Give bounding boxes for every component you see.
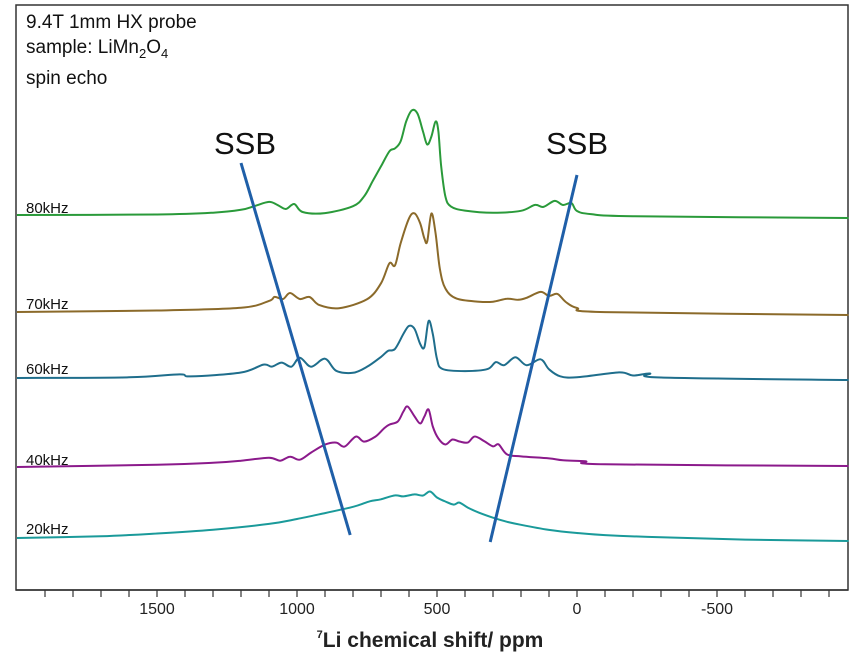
spectrum-trace-60kHz [16, 319, 849, 381]
spectrum-trace-80kHz [16, 108, 849, 219]
trace-label: 60kHz [26, 361, 69, 378]
x-tick-label: 1500 [139, 601, 175, 618]
x-tick-label: 0 [573, 601, 582, 618]
x-tick-label: 500 [424, 601, 451, 618]
ssb-label: SSB [214, 126, 276, 161]
ssb-line [488, 174, 579, 543]
spectrum-trace-70kHz [16, 212, 849, 316]
note-sequence: spin echo [26, 67, 108, 89]
trace-label: 40kHz [26, 452, 69, 469]
trace-label: 80kHz [26, 200, 69, 217]
x-tick-label: 1000 [279, 601, 315, 618]
experiment-notes: 9.4T 1mm HX probe sample: LiMn2O4 spin e… [26, 10, 197, 91]
x-axis-label: 7Li chemical shift/ ppm [317, 629, 544, 652]
note-probe: 9.4T 1mm HX probe [26, 12, 197, 33]
ssb-line [239, 162, 352, 536]
note-sample: sample: LiMn2O4 [26, 37, 169, 61]
ssb-label: SSB [546, 126, 608, 161]
plot-frame [15, 4, 849, 591]
spectrum-trace-20kHz [16, 490, 849, 542]
trace-label: 70kHz [26, 296, 69, 313]
spectrum-trace-40kHz [16, 405, 849, 468]
trace-label: 20kHz [26, 521, 69, 538]
x-tick-label: -500 [701, 601, 733, 618]
